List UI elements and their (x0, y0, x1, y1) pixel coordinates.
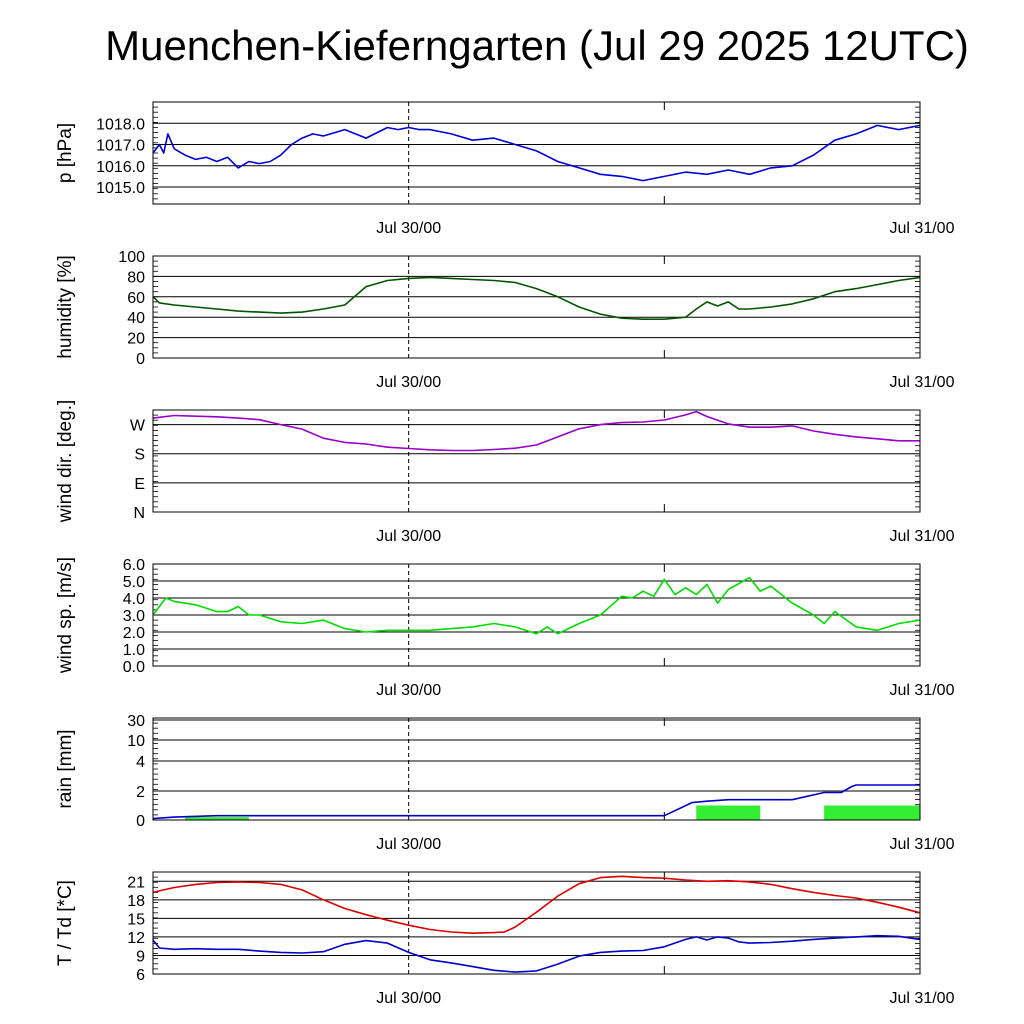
y-tick-label: 5.0 (123, 574, 145, 591)
y-axis-label: wind dir. [deg.] (55, 400, 76, 524)
series-line-pressure (152, 124, 921, 182)
y-tick-label: 2.0 (123, 625, 145, 642)
y-tick-label: 18 (127, 893, 145, 910)
y-tick-label: E (134, 476, 145, 493)
chart-title: Muenchen-Kieferngarten (Jul 29 2025 12UT… (105, 22, 969, 69)
x-tick-label: Jul 30/00 (376, 220, 441, 237)
rain-bar (696, 805, 761, 820)
plot-frame (152, 101, 921, 205)
y-tick-label: 0 (136, 813, 145, 830)
plot-frame (152, 717, 921, 821)
series-line-wind-speed (152, 576, 921, 635)
y-tick-label: 4.0 (123, 591, 145, 608)
y-axis-label: T / Td [*C] (55, 880, 76, 966)
series-line-dewpoint (152, 934, 921, 973)
y-tick-label: 80 (127, 269, 145, 286)
y-tick-label: 10 (127, 733, 145, 750)
y-tick-label: 6.0 (123, 557, 145, 574)
x-tick-label: Jul 30/00 (376, 374, 441, 391)
y-tick-label: 30 (127, 713, 145, 730)
series-line-rain-line (152, 784, 920, 820)
y-tick-label: 0.0 (123, 659, 145, 676)
y-tick-label: 40 (127, 310, 145, 327)
y-tick-label: W (130, 418, 146, 435)
rain-bar (824, 805, 920, 820)
y-tick-label: 1016.0 (96, 159, 145, 176)
y-tick-label: S (134, 447, 145, 464)
x-tick-label: Jul 30/00 (376, 836, 441, 853)
y-tick-label: 60 (127, 290, 145, 307)
y-tick-label: 9 (136, 948, 145, 965)
x-tick-label: Jul 31/00 (890, 990, 955, 1007)
x-tick-label: Jul 31/00 (890, 220, 955, 237)
y-tick-label: N (133, 505, 145, 522)
panel-humidity: 0 20 40 60 80 100 Jul 30/00 Jul 31/00 humidity [… (55, 249, 955, 391)
y-tick-label: 1.0 (123, 642, 145, 659)
x-tick-label: Jul 31/00 (890, 528, 955, 545)
y-tick-label: 1017.0 (96, 138, 145, 155)
y-axis-label: rain [mm] (55, 729, 76, 808)
y-axis-label: wind sp. [m/s] (55, 557, 76, 674)
plot-frame (152, 563, 921, 667)
plot-frame (152, 255, 921, 359)
plot-frame (152, 871, 921, 975)
rain-bar (184, 817, 249, 820)
panel-rain: 0 2 4 10 30 Jul 30/00 Jul 31/00 rain [mm] (55, 713, 955, 853)
x-tick-label: Jul 31/00 (890, 836, 955, 853)
y-tick-label: 6 (136, 967, 145, 984)
y-axis-label: humidity [%] (55, 255, 76, 358)
series-line-humidity (152, 276, 921, 321)
x-tick-label: Jul 30/00 (376, 990, 441, 1007)
y-tick-label: 20 (127, 331, 145, 348)
x-tick-label: Jul 30/00 (376, 528, 441, 545)
y-tick-label: 0 (136, 351, 145, 368)
y-tick-label: 12 (127, 930, 145, 947)
y-tick-label: 3.0 (123, 608, 145, 625)
y-tick-label: 1018.0 (96, 116, 145, 133)
x-tick-label: Jul 30/00 (376, 682, 441, 699)
panel-pressure: 1015.0 1016.0 1017.0 1018.0 Jul 30/00 Jul 31/… (55, 101, 955, 237)
panel-wind-speed: 0.01.02.03.04.05.06.0 Jul 30/00 Jul 31/00 w… (55, 557, 955, 699)
x-tick-label: Jul 31/00 (890, 682, 955, 699)
y-tick-label: 15 (127, 911, 145, 928)
y-tick-label: 100 (118, 249, 145, 266)
y-tick-label: 4 (136, 754, 145, 771)
series-line-wind-dir (152, 410, 920, 452)
x-tick-label: Jul 31/00 (890, 374, 955, 391)
plot-frame (152, 409, 921, 513)
series-line-temperature (152, 875, 921, 935)
y-tick-label: 21 (127, 874, 145, 891)
y-axis-label: p [hPa] (55, 123, 76, 183)
y-tick-label: 1015.0 (96, 180, 145, 197)
y-tick-label: 2 (136, 784, 145, 801)
